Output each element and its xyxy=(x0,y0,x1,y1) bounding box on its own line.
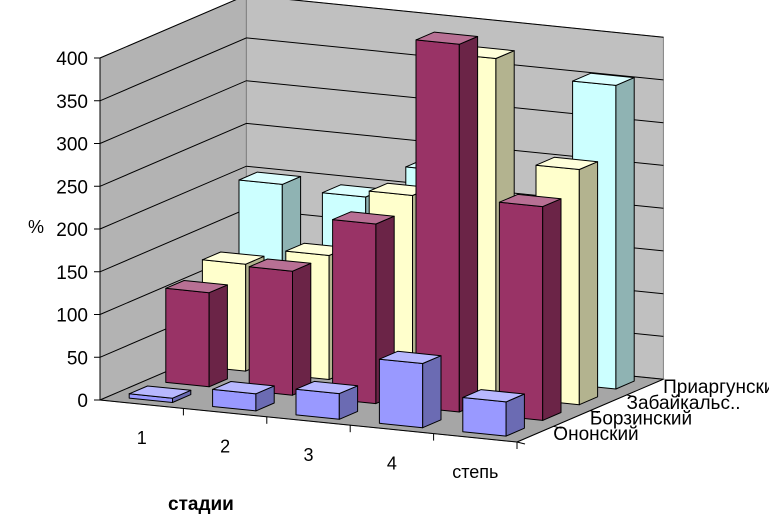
gridline xyxy=(99,0,664,59)
depth-axis-series-labels: ОнонскийБорзинскийЗабайкальс..Приаргунск… xyxy=(516,377,769,445)
bar xyxy=(248,258,312,396)
bar-front xyxy=(462,397,507,437)
bar-top xyxy=(535,156,599,170)
bar-front xyxy=(165,287,210,388)
y-tick-label: 150 xyxy=(56,263,88,284)
x-axis-line xyxy=(99,399,518,443)
depth-tick-mark xyxy=(626,394,635,398)
bar-side xyxy=(542,198,562,421)
bar xyxy=(212,381,275,412)
gridline xyxy=(99,80,664,144)
series-label: Забайкальс.. xyxy=(627,393,741,414)
bar-top xyxy=(332,211,395,225)
y-tick-label: 350 xyxy=(56,92,88,113)
bars xyxy=(128,31,635,437)
series-label: Приаргунский xyxy=(663,377,769,398)
depth-tick-mark xyxy=(590,410,599,414)
x-category-label: степь xyxy=(452,462,498,482)
series-label: Ононский xyxy=(553,424,638,445)
bar xyxy=(498,193,562,421)
bar-front xyxy=(498,201,544,421)
bar-top xyxy=(165,280,228,294)
bar-front xyxy=(378,358,424,429)
bar-side xyxy=(208,284,228,388)
bar-front xyxy=(248,266,293,396)
y-tick-label: 250 xyxy=(56,177,88,198)
y-tick-label: 300 xyxy=(56,135,88,156)
gridline xyxy=(99,122,664,187)
series-label: Борзинский xyxy=(590,408,692,429)
bar xyxy=(378,350,442,429)
bar-top xyxy=(572,72,635,86)
bar-side xyxy=(422,355,442,429)
bar-top xyxy=(201,251,265,265)
bar-side xyxy=(292,262,312,396)
gridline xyxy=(99,37,664,102)
bar xyxy=(462,389,525,437)
y-axis-title: % xyxy=(28,217,44,237)
y-tick-label: 200 xyxy=(56,220,88,241)
y-tick-label: 0 xyxy=(77,391,88,412)
bar-top xyxy=(378,350,442,364)
x-category-label: 1 xyxy=(137,428,147,448)
gridline xyxy=(99,165,664,230)
bar-top xyxy=(128,385,192,399)
y-axis-ticks: 0 50 100 150 200 250 300 350 400 xyxy=(56,49,100,412)
x-category-label: 4 xyxy=(387,453,397,473)
bar-top xyxy=(248,258,312,272)
bar xyxy=(128,385,192,403)
bar-top xyxy=(462,389,525,403)
y-tick-label: 400 xyxy=(56,49,88,70)
bar xyxy=(332,211,395,405)
depth-tick-mark xyxy=(553,425,562,429)
bar-top xyxy=(295,380,359,395)
bar-front xyxy=(295,388,340,420)
y-tick-label: 50 xyxy=(67,348,88,369)
bar-top xyxy=(498,193,562,208)
bar-top xyxy=(415,31,479,45)
depth-tick-mark xyxy=(516,441,526,445)
bar-side xyxy=(578,161,599,406)
y-tick-label: 100 xyxy=(56,306,88,327)
bar-top xyxy=(212,381,275,395)
x-category-label: 3 xyxy=(303,445,313,465)
bar-side xyxy=(615,77,635,390)
x-axis-category-labels: 1 2 3 4 степь xyxy=(137,408,518,482)
bar-top xyxy=(238,171,302,185)
x-category-label: 2 xyxy=(220,437,230,457)
bar xyxy=(165,280,228,388)
bar-front xyxy=(332,219,377,405)
x-axis-title: стадии xyxy=(168,494,234,515)
bar-side xyxy=(458,36,479,413)
bar xyxy=(295,380,359,420)
bar xyxy=(415,31,479,413)
